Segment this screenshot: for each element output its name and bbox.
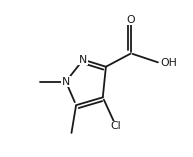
Text: N: N [62, 77, 70, 87]
Text: Cl: Cl [111, 121, 121, 131]
Text: O: O [127, 15, 135, 25]
Text: N: N [79, 55, 87, 65]
Text: OH: OH [161, 58, 178, 68]
